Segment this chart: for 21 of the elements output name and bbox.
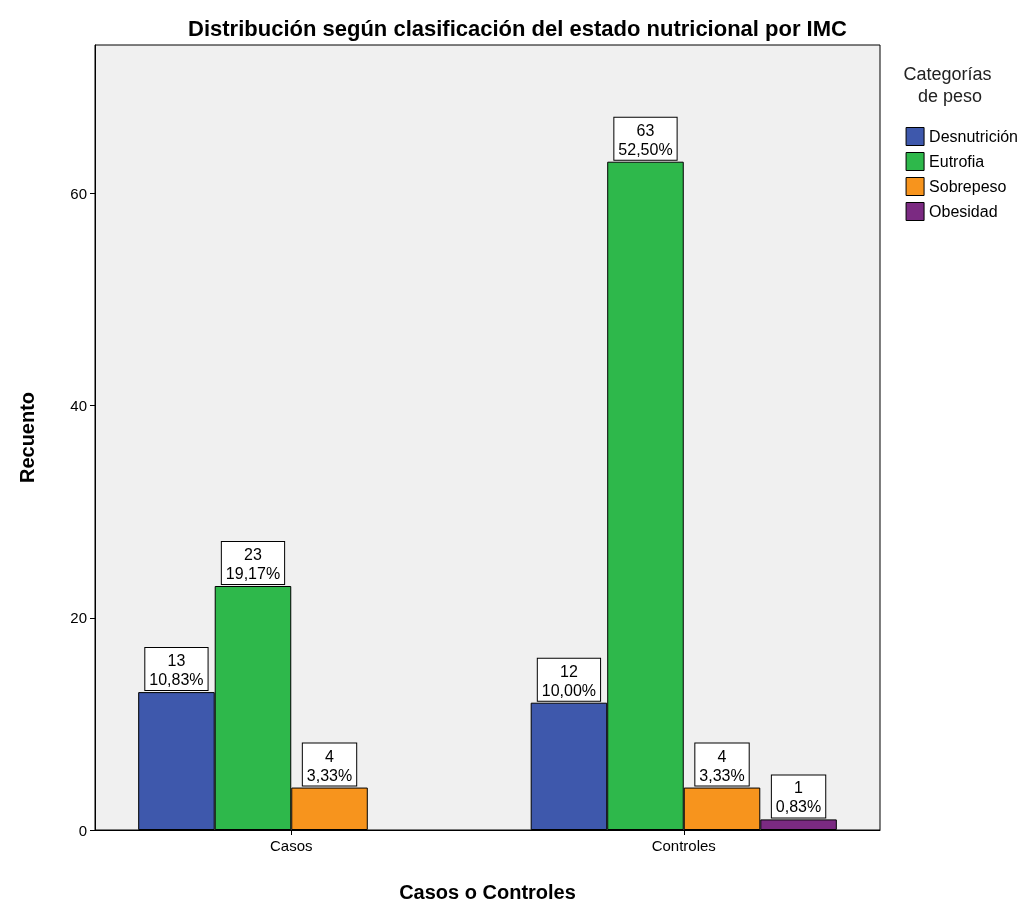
legend-title: Categorías de peso xyxy=(903,64,997,106)
y-tick-label: 60 xyxy=(70,185,87,203)
data-label: 4 3,33% xyxy=(306,747,353,784)
legend-label: Sobrepeso xyxy=(929,178,1007,195)
legend-label: Desnutrición xyxy=(929,128,1019,145)
y-tick-label: 20 xyxy=(70,609,87,627)
legend-label: Obesidad xyxy=(929,203,998,220)
data-label: 23 19,17% xyxy=(225,546,281,583)
data-label: 13 10,83% xyxy=(149,652,204,689)
data-label: 63 52,50% xyxy=(618,121,673,158)
y-axis-title: Recuento xyxy=(16,391,38,484)
x-axis-title: Casos o Controles xyxy=(399,881,576,903)
x-tick-label: Casos xyxy=(269,837,313,854)
legend-label: Eutrofia xyxy=(929,153,985,170)
data-label: 4 3,33% xyxy=(699,747,745,784)
chart-title: Distribución según clasificación del estado nutricional por IMC xyxy=(188,15,848,41)
data-label: 1 0,83% xyxy=(775,779,822,816)
y-tick-label: 0 xyxy=(78,821,87,839)
y-tick-label: 40 xyxy=(70,397,87,415)
x-tick-label: Controles xyxy=(651,837,716,854)
data-label: 12 10,00% xyxy=(541,662,597,699)
